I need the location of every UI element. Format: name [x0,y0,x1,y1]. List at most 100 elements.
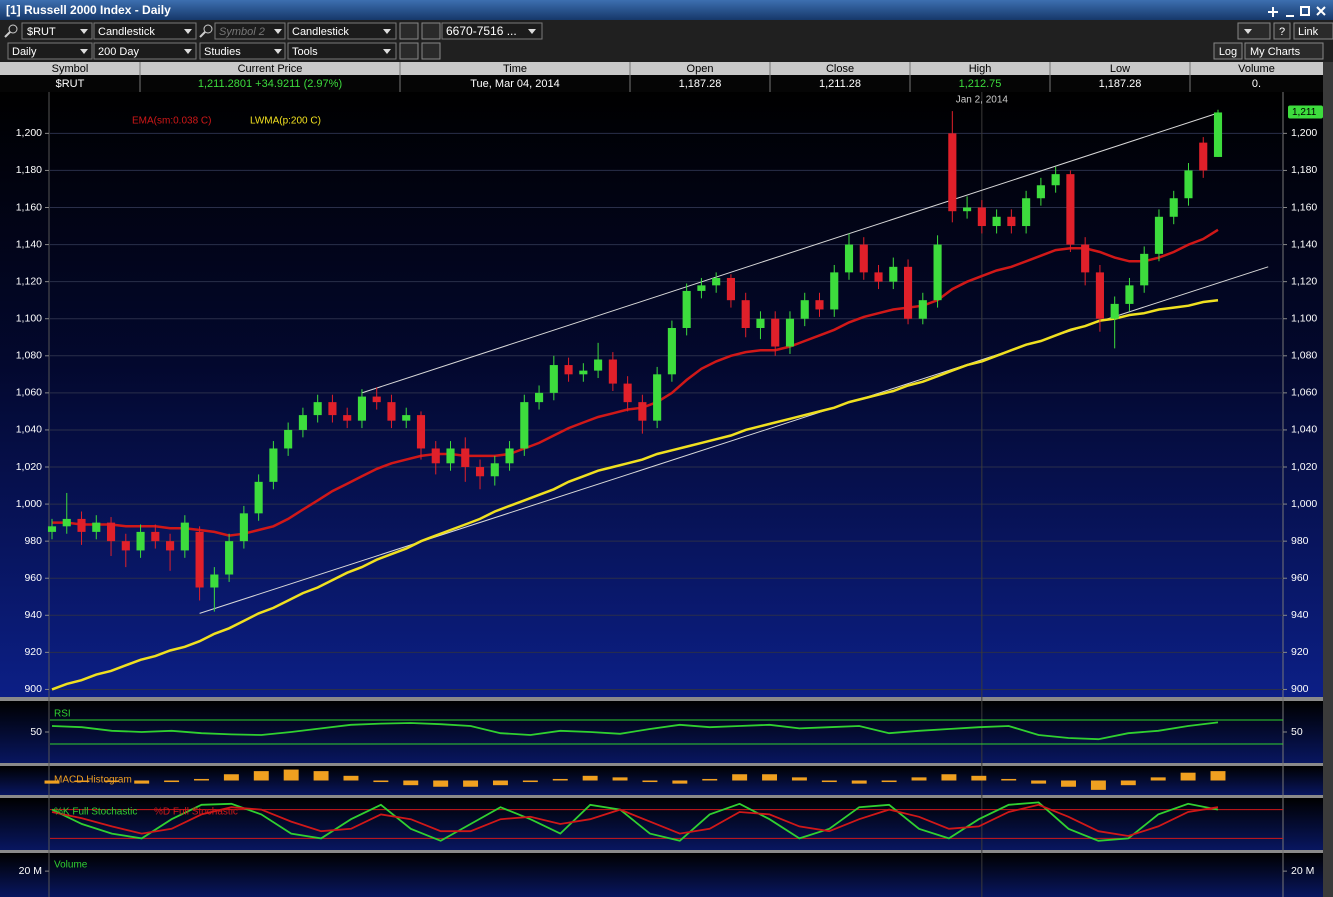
candle-body [1066,174,1075,245]
annotation: Jan 2, 2014 [956,95,1009,106]
menu-button[interactable] [1237,22,1271,40]
candle-body [210,574,219,588]
layout-button[interactable] [399,42,419,60]
y-tick-label-right: 1,180 [1291,164,1317,176]
legend-entry: %K Full Stochastic [54,807,137,818]
candle-body [1184,170,1193,199]
symbol-input[interactable] [21,22,93,40]
rsi-pane [0,701,1323,763]
histogram-bar [134,780,150,784]
candle-body [47,526,57,532]
histogram-bar [971,775,987,781]
histogram-bar [821,780,837,783]
candle-body [1125,285,1134,304]
candle-body [830,272,839,310]
link-text: Link [1298,26,1319,38]
scrollbar[interactable] [1323,62,1333,897]
histogram-bar [522,780,538,783]
dropdown-arrow[interactable] [383,29,391,34]
main-pane [0,92,1323,697]
dropdown-arrow[interactable] [80,29,88,34]
close-button[interactable] [1316,6,1326,16]
dropdown-arrow[interactable] [184,29,192,34]
pane-separator [0,795,1323,798]
dropdown-arrow[interactable] [383,49,391,54]
histogram-bar [194,778,209,781]
series-line [51,721,1219,741]
candle-body [564,365,573,375]
pane-title: RSI [54,709,71,720]
search-icon[interactable] [4,24,18,38]
my-charts-text: My Charts [1250,46,1301,58]
candle-body [844,244,854,273]
range-select[interactable] [441,22,543,40]
histogram-bar [1150,777,1166,781]
window-controls[interactable] [1268,6,1326,17]
dropdown-arrow[interactable] [184,49,192,54]
histogram-bar [672,780,688,784]
candle-body [136,531,145,551]
maximize-button[interactable] [1300,6,1310,16]
quote-header: Low [1110,63,1130,75]
chart-type-text: Candlestick [98,26,155,38]
candle-body [667,327,676,375]
chart-type-select[interactable] [93,22,197,40]
y-tick-label: 980 [24,535,42,547]
link-button[interactable] [1293,22,1333,40]
y-tick-label: 1,060 [16,387,42,399]
candle-body [62,518,71,527]
dropdown-arrow[interactable] [528,29,536,34]
candle-body [225,541,234,575]
search-icon[interactable] [199,24,213,38]
tools-select[interactable] [287,42,397,60]
dropdown-arrow[interactable] [274,29,282,34]
move-button[interactable] [1268,7,1278,17]
y-tick-label: 900 [24,683,42,695]
y-tick-label: 1,100 [16,313,42,325]
pane-title: MACD Histogram [54,775,132,786]
quote-header: High [969,63,992,75]
symbol2-input[interactable] [214,22,286,40]
y-tick-label-right: 940 [1291,609,1309,621]
candle-body [933,244,942,301]
log-button[interactable] [1213,42,1243,60]
y-tick-label-right: 1,100 [1291,313,1317,325]
candle-body [254,481,263,514]
candle-body [1036,185,1045,199]
quote-header: Close [826,63,854,75]
candle-body [1095,272,1104,319]
quote-header: Open [687,63,714,75]
span-select[interactable] [93,42,197,60]
candle-body [1213,112,1223,157]
legend-entry: %D Full Stochastic [154,807,238,818]
dropdown-arrow[interactable] [80,49,88,54]
my-charts-button[interactable] [1244,42,1324,60]
candle-body [180,522,189,551]
studies-select[interactable] [199,42,286,60]
help-button[interactable] [1273,22,1291,40]
y-tick-label-right: 1,040 [1291,424,1317,436]
candle-body [239,513,248,542]
cursor-button[interactable] [421,22,441,40]
window-title: [1] Russell 2000 Index - Daily [6,3,171,17]
period-select[interactable] [7,42,93,60]
histogram-bar [582,775,598,781]
y-tick-label: 1,140 [16,238,42,250]
candle-body [106,522,116,542]
candle-body [859,244,868,273]
candle-body [535,392,544,403]
candle-body [741,300,750,328]
layout-button[interactable] [421,42,441,60]
chart-type2-select[interactable] [287,22,397,40]
y-tick-label: 1,200 [16,127,42,139]
dropdown-arrow[interactable] [274,49,282,54]
y-tick-label: 1,160 [16,201,42,213]
quote-value: 1,187.28 [1099,78,1142,90]
histogram-bar [283,769,299,781]
log-text: Log [1219,46,1237,58]
symbol-input-text: $RUT [27,26,56,38]
candle-body [402,415,411,421]
candle-body [490,463,499,477]
candle-body [505,448,514,464]
zoom-button[interactable] [399,22,419,40]
